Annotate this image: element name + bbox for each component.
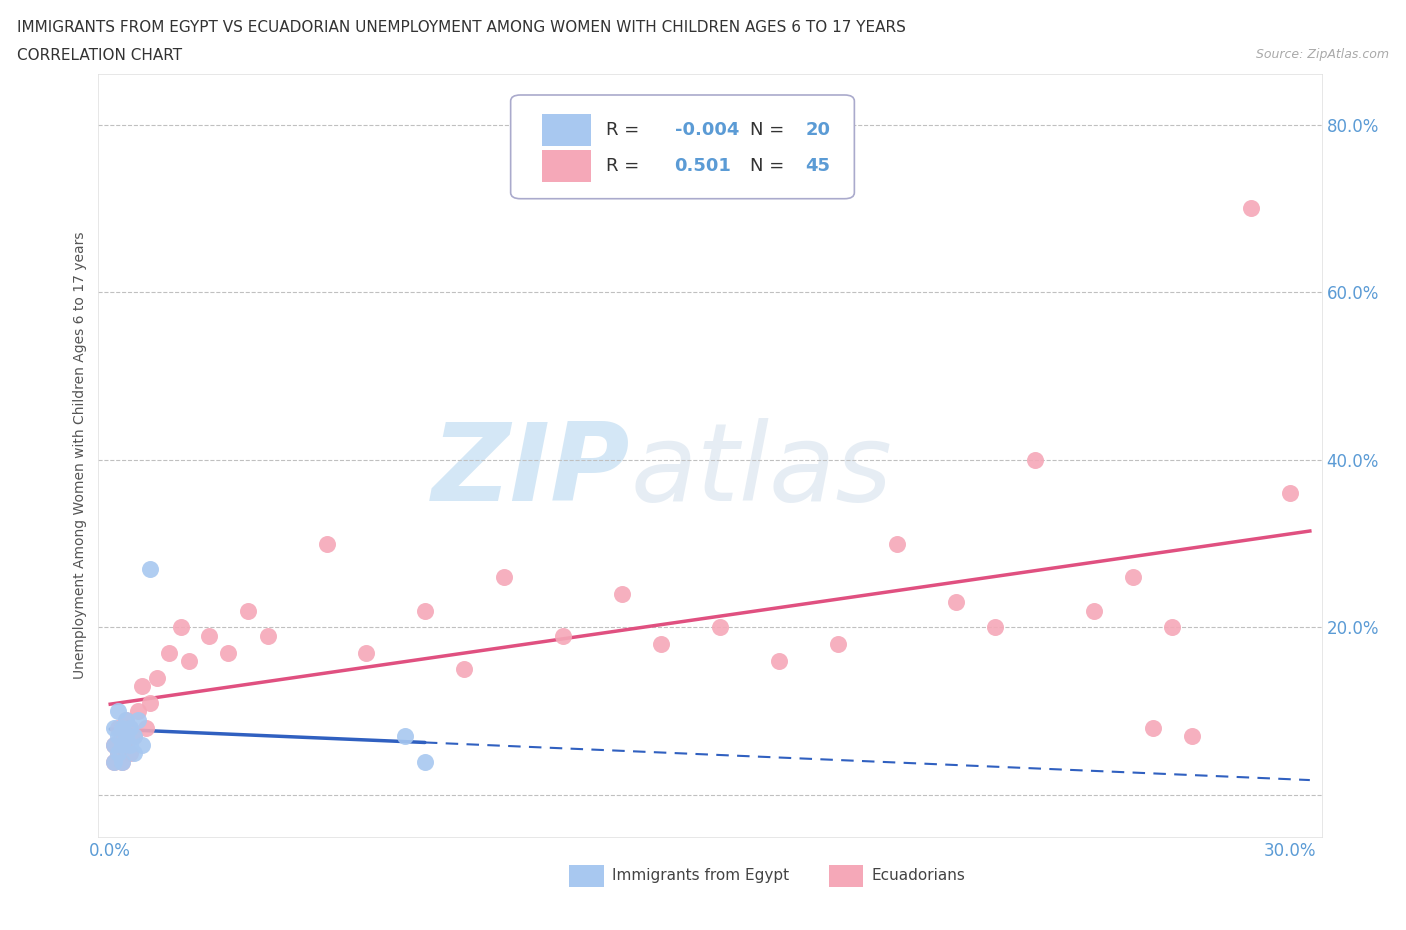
FancyBboxPatch shape (828, 865, 863, 886)
Text: Source: ZipAtlas.com: Source: ZipAtlas.com (1256, 48, 1389, 61)
Point (138, 562, 160, 577)
Point (157, 645, 180, 660)
Point (1161, 620, 1184, 635)
Point (107, 746, 129, 761)
Point (709, 620, 731, 635)
Point (127, 704, 149, 719)
Text: N =: N = (751, 157, 785, 175)
FancyBboxPatch shape (510, 95, 855, 199)
Point (1279, 486, 1302, 501)
Point (131, 737, 153, 752)
Point (103, 721, 125, 736)
Text: CORRELATION CHART: CORRELATION CHART (17, 48, 181, 63)
FancyBboxPatch shape (569, 865, 603, 886)
Point (1142, 721, 1164, 736)
Point (131, 679, 153, 694)
Point (217, 645, 239, 660)
Point (107, 746, 129, 761)
Point (107, 729, 129, 744)
Point (135, 721, 157, 736)
Point (122, 746, 145, 761)
Point (170, 620, 193, 635)
Point (768, 654, 790, 669)
Point (827, 637, 849, 652)
Point (453, 662, 475, 677)
Point (103, 754, 125, 769)
Point (394, 729, 416, 744)
Point (315, 537, 337, 551)
Text: 0.501: 0.501 (675, 157, 731, 175)
FancyBboxPatch shape (543, 150, 592, 182)
Text: R =: R = (606, 157, 640, 175)
Point (111, 737, 134, 752)
Text: -0.004: -0.004 (675, 121, 740, 140)
Point (118, 737, 141, 752)
Y-axis label: Unemployment Among Women with Children Ages 6 to 17 years: Unemployment Among Women with Children A… (73, 232, 87, 680)
Point (984, 620, 1007, 635)
Point (650, 637, 672, 652)
Text: 20: 20 (806, 121, 831, 140)
Point (610, 587, 633, 602)
Point (551, 629, 574, 644)
Point (122, 729, 145, 744)
Point (115, 712, 138, 727)
Point (354, 645, 377, 660)
Point (886, 537, 908, 551)
Point (413, 604, 436, 618)
Point (945, 595, 967, 610)
Point (122, 729, 145, 744)
Point (111, 754, 134, 769)
Text: Ecuadorians: Ecuadorians (872, 869, 966, 883)
Point (256, 629, 278, 644)
Point (118, 721, 141, 736)
Point (1024, 453, 1046, 468)
Text: Immigrants from Egypt: Immigrants from Egypt (612, 869, 789, 883)
Text: 45: 45 (806, 157, 831, 175)
Point (236, 604, 259, 618)
Point (111, 754, 134, 769)
Text: IMMIGRANTS FROM EGYPT VS ECUADORIAN UNEMPLOYMENT AMONG WOMEN WITH CHILDREN AGES : IMMIGRANTS FROM EGYPT VS ECUADORIAN UNEM… (17, 20, 905, 35)
Point (103, 737, 125, 752)
Point (111, 729, 134, 744)
Point (413, 754, 436, 769)
Point (1083, 604, 1105, 618)
Point (118, 746, 141, 761)
Point (111, 721, 134, 736)
Point (1181, 729, 1204, 744)
Text: ZIP: ZIP (432, 418, 630, 524)
Point (103, 754, 125, 769)
Point (138, 696, 160, 711)
Text: atlas: atlas (630, 418, 893, 524)
Point (118, 721, 141, 736)
Point (115, 737, 138, 752)
Point (1240, 201, 1263, 216)
Point (103, 737, 125, 752)
Point (115, 712, 138, 727)
Point (492, 570, 515, 585)
Point (177, 654, 200, 669)
Text: R =: R = (606, 121, 640, 140)
Point (1122, 570, 1144, 585)
Point (107, 721, 129, 736)
Point (127, 712, 149, 727)
Point (197, 629, 219, 644)
Point (115, 729, 138, 744)
Text: N =: N = (751, 121, 785, 140)
Point (146, 671, 169, 685)
Point (107, 704, 129, 719)
FancyBboxPatch shape (543, 114, 592, 146)
